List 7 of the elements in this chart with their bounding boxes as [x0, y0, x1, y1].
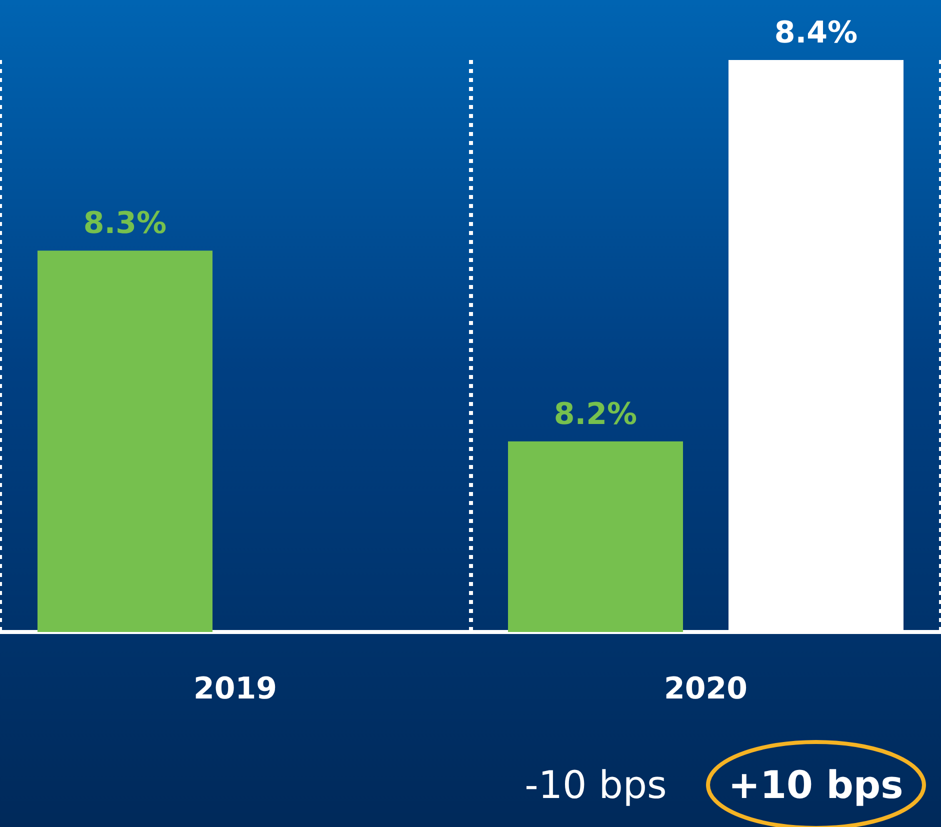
data-label: 8.2%: [554, 396, 638, 432]
text: +10 bps: [728, 763, 904, 807]
x-tick-label: 2020: [664, 672, 748, 706]
data-label: 8.4%: [774, 16, 858, 50]
data-label: 8.3%: [83, 206, 167, 242]
text: -10 bps: [524, 763, 667, 807]
x-tick-label: 2019: [194, 672, 277, 706]
